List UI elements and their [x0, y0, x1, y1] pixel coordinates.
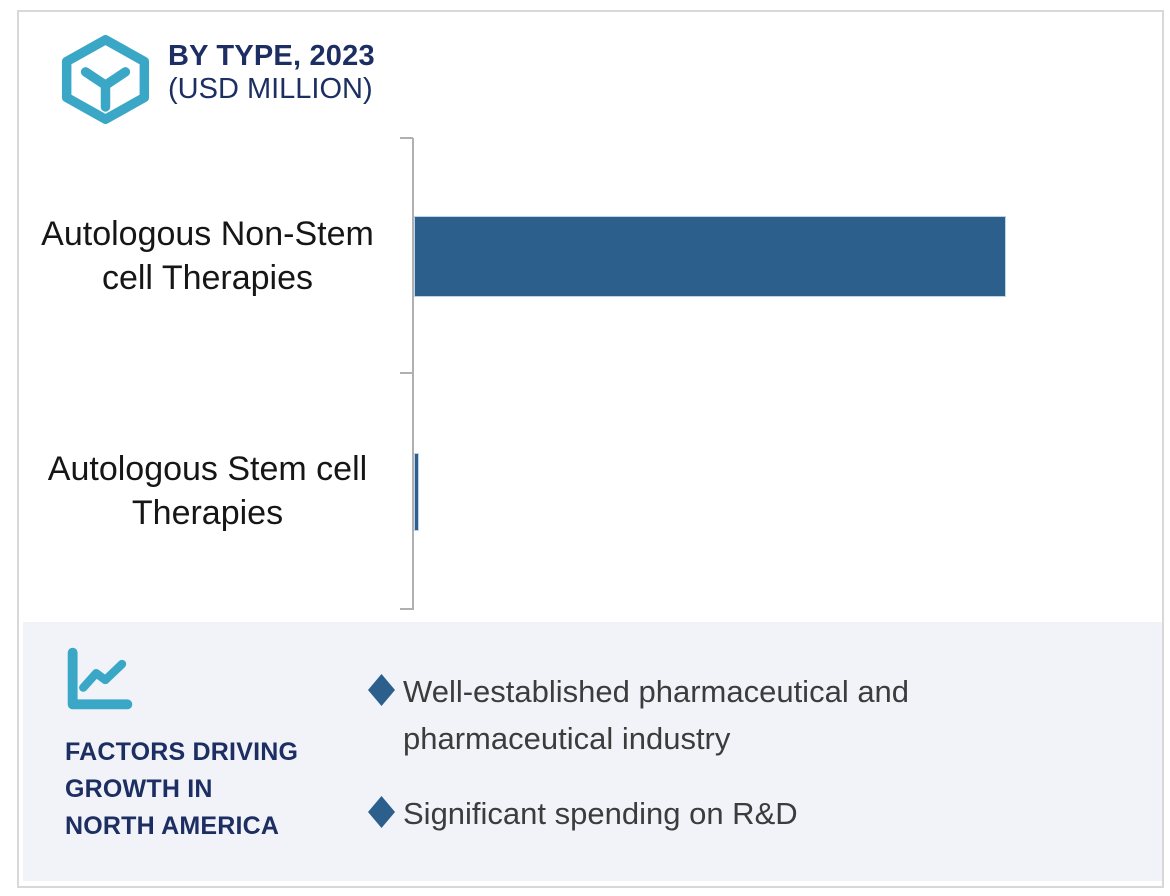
bar-chart-plot-area [414, 138, 1160, 610]
outer-frame [17, 10, 1164, 888]
factors-panel: FACTORS DRIVING GROWTH IN NORTH AMERICA … [23, 622, 1162, 881]
factor-text: Significant spending on R&D [403, 796, 798, 831]
diamond-bullet-icon [368, 796, 395, 828]
list-item: Significant spending on R&D [368, 790, 1048, 837]
axis-tick [400, 372, 413, 374]
category-axis [412, 138, 414, 610]
bar-autologous-stem [414, 453, 419, 531]
factors-heading: FACTORS DRIVING GROWTH IN NORTH AMERICA [65, 738, 299, 840]
axis-tick [400, 137, 413, 139]
axis-tick [400, 608, 413, 610]
list-item: Well-established pharmaceutical and phar… [368, 668, 1048, 762]
diamond-bullet-icon [368, 674, 395, 706]
bar-autologous-non-stem [414, 216, 1007, 297]
hex-cube-icon [61, 35, 150, 124]
category-label-autologous-stem: Autologous Stem cell Therapies [47, 450, 368, 532]
chart-title-line1: BY TYPE, 2023 [168, 40, 375, 72]
chart-title: BY TYPE, 2023 (USD MILLION) [168, 40, 375, 106]
chart-title-line2: (USD MILLION) [168, 73, 373, 105]
factor-text: Well-established pharmaceutical and phar… [403, 674, 910, 756]
category-label-autologous-non-stem: Autologous Non-Stem cell Therapies [41, 215, 374, 297]
line-chart-icon [67, 647, 133, 710]
factors-bullet-list: Well-established pharmaceutical and phar… [368, 668, 1048, 865]
